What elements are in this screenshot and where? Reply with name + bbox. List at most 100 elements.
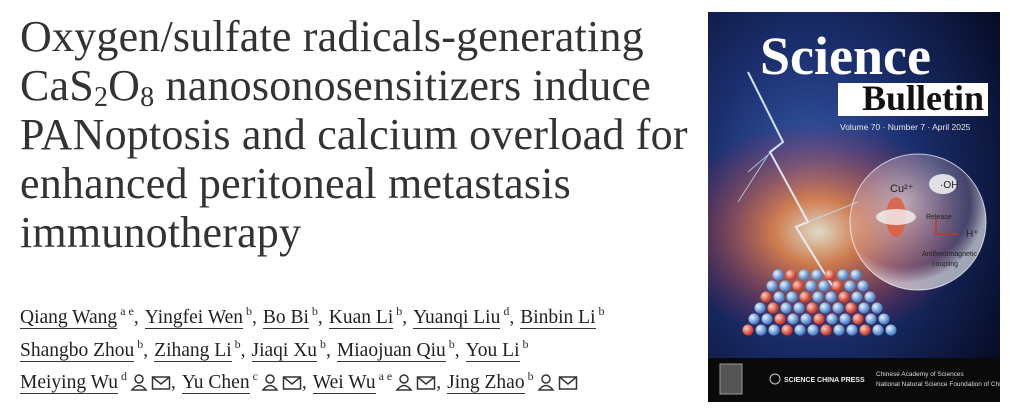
title-line: enhanced peritoneal metastasis: [20, 159, 710, 208]
logo: [769, 373, 781, 385]
lattice-atom: [832, 302, 844, 314]
icon-envelope: [558, 376, 577, 390]
affiliation: b: [527, 369, 534, 383]
lattice-atom: [798, 269, 810, 281]
icon-body: [261, 384, 279, 391]
lattice-atom: [837, 269, 849, 281]
arrow: [935, 217, 958, 235]
cover-footer: [708, 358, 1000, 402]
author-name[interactable]: Meiying Wu: [20, 372, 118, 394]
lightning: [747, 71, 834, 288]
icon-head: [265, 374, 275, 384]
author-icon: [130, 374, 148, 391]
lattice-atom: [864, 291, 876, 303]
author: Meiying Wu d: [20, 370, 176, 394]
title-text: Oxygen/sulfate radicals-generating: [20, 12, 644, 61]
figure-label: H⁺: [966, 229, 979, 240]
subscript: 2: [93, 82, 109, 113]
lattice-atom: [865, 313, 877, 325]
title-line: immunotherapy: [20, 208, 710, 257]
lattice-atom: [845, 302, 857, 314]
lattice-atom: [826, 313, 838, 325]
icon-body: [395, 384, 413, 391]
author: Jiaqi Xu b: [251, 338, 331, 362]
icon-head: [540, 374, 551, 384]
lattice-atom: [792, 280, 804, 292]
title-text: O: [108, 61, 141, 110]
lattice-atom: [812, 291, 824, 303]
author-name[interactable]: Shangbo Zhou: [20, 339, 135, 362]
affiliation: b: [522, 336, 529, 351]
affiliation: a e: [378, 369, 393, 383]
publisher: SCIENCE CHINA PRESS: [784, 377, 865, 384]
lattice-atom: [774, 313, 786, 325]
affiliation: d: [503, 304, 510, 318]
lattice-atom: [871, 302, 883, 314]
author-name[interactable]: Bo Bi: [262, 307, 309, 329]
lattice-atom: [885, 324, 897, 336]
lattice-atom: [806, 302, 818, 314]
lattice-atom: [773, 291, 785, 303]
author-name[interactable]: Qiang Wang: [20, 307, 118, 329]
affiliation: b: [234, 336, 241, 351]
lattice-atom: [755, 324, 767, 336]
email-icon[interactable]: [282, 375, 302, 391]
sponsor: National Natural Science Foundation of C…: [876, 381, 1000, 388]
author: Yuanqi Liu d: [413, 304, 514, 329]
author-line: Shangbo ZhoubZihang LibJiaqi XubMiaojuan…: [20, 335, 700, 368]
icon-flap: [558, 376, 577, 385]
affiliation: b: [137, 336, 144, 351]
author-name[interactable]: Jing Zhao: [447, 372, 525, 394]
email-icon[interactable]: [151, 375, 171, 391]
orbital: [876, 209, 916, 225]
author-icon: [261, 374, 279, 391]
bubble: [849, 153, 987, 291]
author-name[interactable]: Wei Wu: [312, 372, 376, 394]
author: You Li b: [465, 336, 529, 362]
nanoparticle-lattice: [742, 269, 897, 336]
lattice-atom: [799, 291, 811, 303]
affiliation: b: [598, 304, 605, 318]
lattice-atom: [779, 280, 791, 292]
lattice-atom: [760, 291, 772, 303]
title-text: PANoptosis and calcium overload for: [20, 110, 688, 159]
email-icon[interactable]: [416, 375, 436, 391]
lattice-atom: [850, 269, 862, 281]
title-text: nanosonosensitizers induce: [154, 61, 651, 110]
author-name[interactable]: You Li: [465, 339, 520, 362]
lattice-atom: [772, 269, 784, 281]
author-name[interactable]: Yuanqi Liu: [413, 307, 501, 329]
lattice-atom: [872, 324, 884, 336]
lattice-atom: [766, 280, 778, 292]
lattice-atom: [742, 324, 754, 336]
author-name[interactable]: Miaojuan Qiu: [336, 339, 446, 362]
lattice-atom: [781, 324, 793, 336]
lattice-atom: [858, 302, 870, 314]
icon-flap: [152, 376, 170, 385]
figure-label: Cu²⁺: [890, 183, 914, 195]
author-name[interactable]: Binbin Li: [520, 307, 596, 329]
email-icon[interactable]: [558, 375, 578, 391]
figure-label: ·OH: [940, 180, 958, 191]
author-name[interactable]: Yu Chen: [181, 372, 250, 394]
lattice-atom: [831, 280, 843, 292]
lattice-atom: [878, 313, 890, 325]
issue-info: Volume 70 · Number 7 · April 2025: [840, 122, 971, 132]
icon-flap: [417, 376, 436, 385]
author-name[interactable]: Jiaqi Xu: [251, 339, 318, 362]
lattice-atom: [838, 291, 850, 303]
title-text: enhanced peritoneal metastasis: [20, 159, 571, 208]
icon-head: [134, 374, 144, 384]
affiliation: b: [448, 336, 455, 351]
author-name[interactable]: Zihang Li: [154, 339, 232, 362]
author: Qiang Wang a e: [20, 305, 139, 329]
lattice-atom: [767, 302, 779, 314]
author-name[interactable]: Yingfei Wen: [144, 307, 243, 329]
lattice-atom: [793, 302, 805, 314]
author: Yu Chen c: [181, 370, 307, 394]
lightning: [737, 141, 859, 223]
lattice-atom: [839, 313, 851, 325]
masthead-box: [838, 83, 988, 116]
author-name[interactable]: Kuan Li: [328, 307, 394, 329]
figure-label: Antiferromagnetic: [922, 251, 977, 258]
